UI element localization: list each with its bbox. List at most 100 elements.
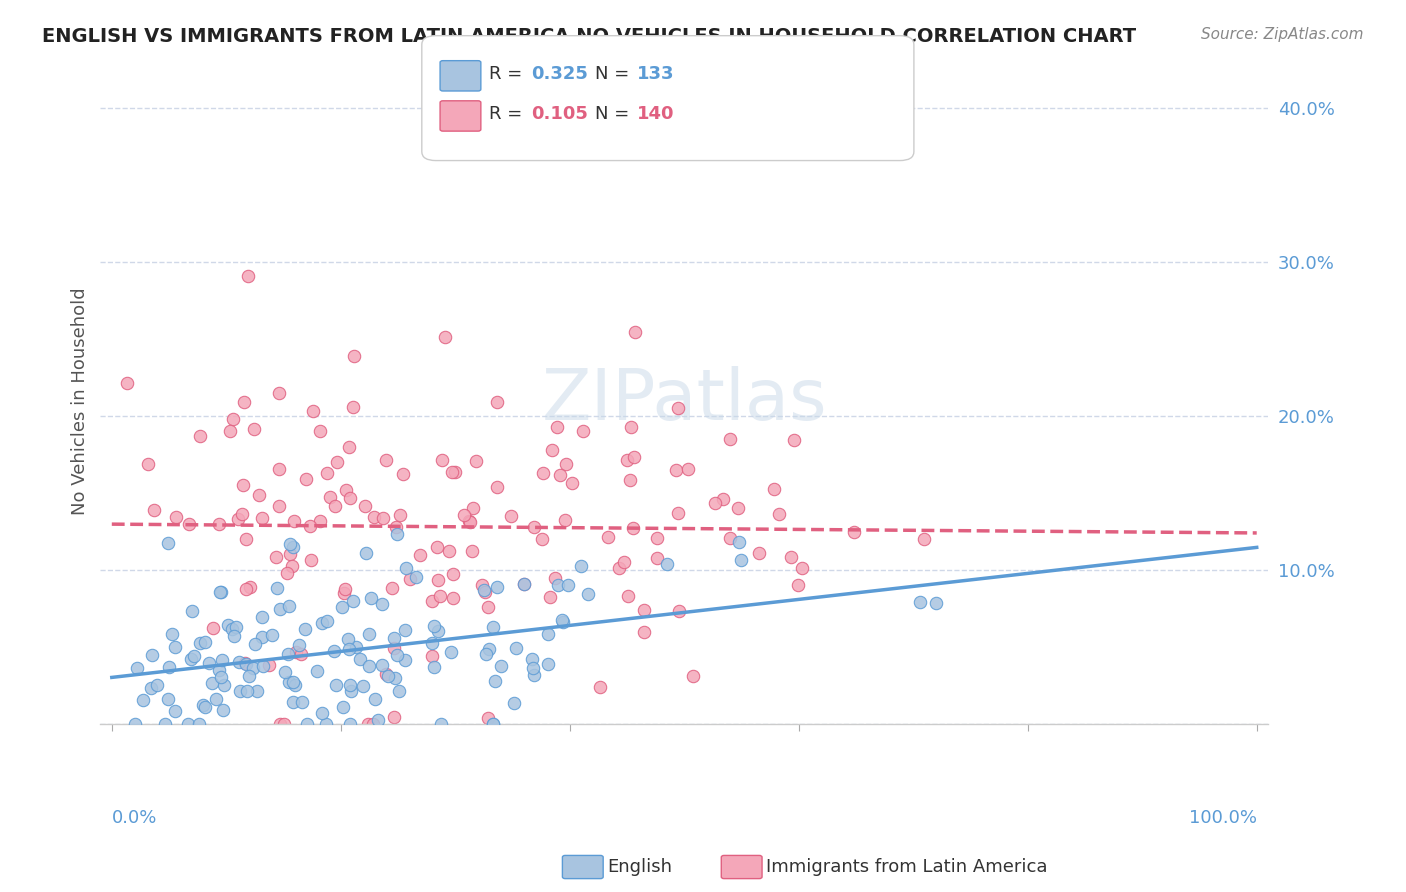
Text: ENGLISH VS IMMIGRANTS FROM LATIN AMERICA NO VEHICLES IN HOUSEHOLD CORRELATION CH: ENGLISH VS IMMIGRANTS FROM LATIN AMERICA… [42,27,1136,45]
English [569,558,592,573]
English [367,714,389,728]
Immigrants from Latin America [302,404,325,418]
English [297,717,319,731]
Immigrants from Latin America [676,461,699,475]
English [420,636,443,650]
Immigrants from Latin America [718,432,741,446]
English [252,631,274,645]
Immigrants from Latin America [666,401,689,415]
Immigrants from Latin America [339,491,361,505]
Immigrants from Latin America [531,466,554,480]
Immigrants from Latin America [546,419,568,434]
English [472,582,495,597]
Immigrants from Latin America [276,566,298,580]
Immigrants from Latin America [633,624,655,639]
English [291,694,314,708]
Immigrants from Latin America [295,472,318,486]
English [537,657,560,672]
English [288,639,311,653]
English [484,673,506,688]
Immigrants from Latin America [264,549,287,564]
English [242,661,264,675]
English [440,644,463,658]
Immigrants from Latin America [461,501,484,516]
English [503,696,526,710]
Immigrants from Latin America [232,478,254,492]
Immigrants from Latin America [420,649,443,664]
Immigrants from Latin America [544,571,567,585]
English [382,631,405,645]
Immigrants from Latin America [464,454,486,468]
English [385,648,408,662]
Immigrants from Latin America [375,666,398,681]
English [225,620,247,634]
English [274,665,297,679]
Immigrants from Latin America [471,578,494,592]
English [281,675,304,690]
English [430,717,453,731]
Immigrants from Latin America [430,453,453,467]
English [405,570,427,584]
Immigrants from Latin America [440,466,463,480]
English [323,644,346,658]
Immigrants from Latin America [426,573,449,587]
English [360,591,382,606]
Immigrants from Latin America [704,495,727,509]
Immigrants from Latin America [619,473,641,487]
Text: 140: 140 [637,105,675,123]
English [165,640,187,654]
Immigrants from Latin America [554,513,576,527]
Immigrants from Latin America [768,507,790,521]
Immigrants from Latin America [621,521,644,535]
English [209,585,232,599]
Immigrants from Latin America [221,412,243,426]
Immigrants from Latin America [278,547,301,561]
Immigrants from Latin America [596,530,619,544]
Immigrants from Latin America [201,621,224,635]
Immigrants from Latin America [233,395,256,409]
English [730,553,752,567]
Immigrants from Latin America [363,510,385,524]
Immigrants from Latin America [323,499,346,513]
Immigrants from Latin America [783,433,806,447]
Immigrants from Latin America [665,463,688,477]
English [925,596,948,610]
Text: N =: N = [595,65,634,83]
Text: Immigrants from Latin America: Immigrants from Latin America [766,858,1047,876]
English [505,640,527,655]
English [205,692,228,706]
English [177,717,200,731]
Immigrants from Latin America [616,589,638,603]
English [357,627,380,641]
Immigrants from Latin America [235,532,257,546]
English [209,670,232,684]
English [547,578,569,592]
English [228,655,250,669]
English [281,695,304,709]
Immigrants from Latin America [461,544,484,558]
English [340,684,363,698]
English [371,597,394,611]
Immigrants from Latin America [239,581,262,595]
English [344,640,367,655]
Immigrants from Latin America [236,268,259,283]
Immigrants from Latin America [572,424,595,438]
Immigrants from Latin America [281,558,304,573]
Immigrants from Latin America [666,506,689,520]
Immigrants from Latin America [399,573,422,587]
Immigrants from Latin America [540,443,562,458]
English [356,546,378,560]
Immigrants from Latin America [548,468,571,483]
English [194,634,217,648]
Immigrants from Latin America [443,465,465,479]
English [160,627,183,641]
Immigrants from Latin America [433,330,456,344]
Immigrants from Latin America [333,582,356,596]
Immigrants from Latin America [353,499,375,513]
English [475,647,498,661]
Text: 100.0%: 100.0% [1188,809,1257,827]
Immigrants from Latin America [513,577,536,591]
English [141,648,163,663]
English [388,684,411,698]
Immigrants from Latin America [523,520,546,534]
